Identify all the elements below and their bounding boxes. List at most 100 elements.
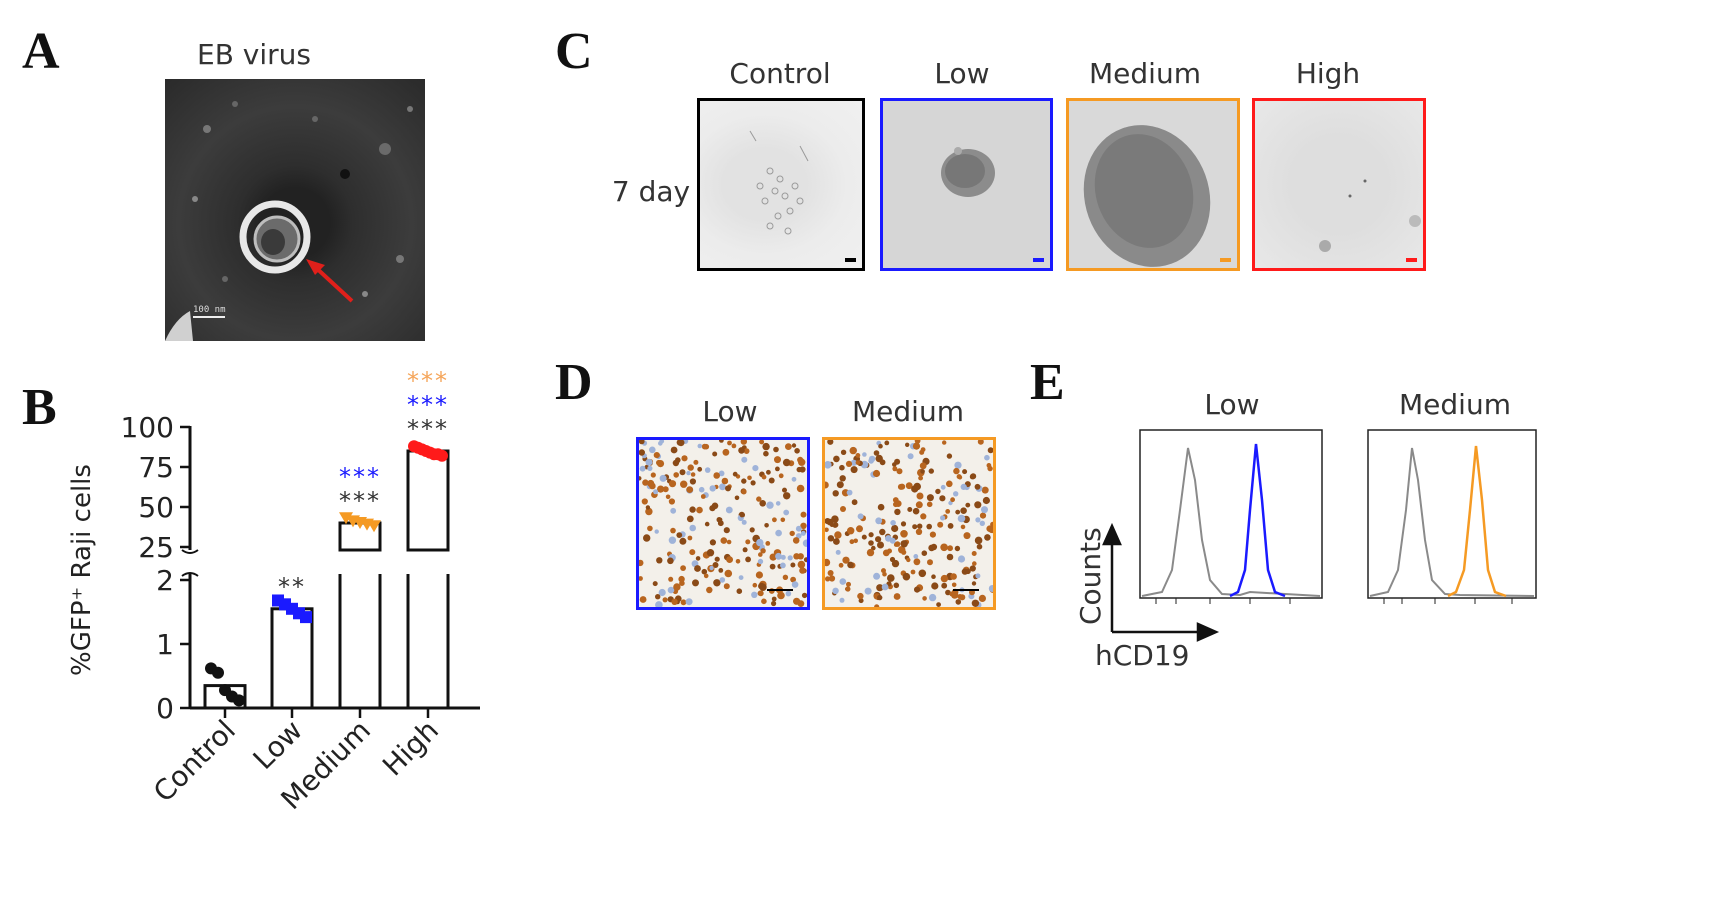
em-scale-label: 100 nm [193, 305, 226, 315]
ihc-negative-cell [862, 452, 867, 457]
ihc-negative-cell [697, 443, 703, 449]
ihc-positive-cell [760, 548, 766, 554]
ihc-positive-cell [645, 507, 653, 516]
ihc-negative-cell [741, 456, 748, 463]
ihc-positive-cell [726, 539, 732, 545]
ihc-negative-cell [875, 517, 883, 525]
ihc-negative-cell [704, 467, 711, 473]
ihc-positive-cell [876, 584, 884, 592]
debris-drawing [1319, 179, 1421, 252]
ihc-positive-cell [825, 576, 831, 582]
ihc-negative-cell [885, 535, 892, 542]
ihc-positive-cell [747, 475, 752, 481]
ihc-positive-cell [987, 447, 993, 454]
ihc-positive-cell [858, 598, 864, 604]
ihc-positive-cell [918, 569, 927, 578]
ihc-positive-cell [853, 538, 858, 544]
ihc-positive-cell [758, 552, 763, 557]
ihc-positive-cell [840, 449, 847, 455]
ihc-positive-cell [769, 563, 776, 570]
ihc-positive-cell [884, 440, 890, 446]
counts-label: Counts [1074, 527, 1107, 625]
ihc-positive-cell [723, 583, 730, 590]
ihc-positive-cell [734, 495, 740, 501]
ihc-positive-cell [921, 550, 928, 556]
ihc-positive-cell [706, 549, 715, 557]
ihc-positive-cell [893, 582, 900, 589]
ihc-positive-cell [868, 532, 874, 538]
ihc-positive-cell [772, 517, 777, 523]
ihc-positive-cell [782, 458, 791, 467]
ihc-positive-cell [947, 523, 954, 529]
ihc-positive-cell [979, 512, 987, 519]
ihc-positive-cell [972, 561, 977, 566]
ihc-positive-cell [773, 446, 779, 453]
significance-high: *** [407, 415, 449, 443]
ihc-positive-cell [915, 528, 923, 535]
ihc-positive-cell [913, 558, 921, 566]
ihc-positive-cell [834, 531, 842, 539]
ihc-positive-cell [739, 512, 745, 518]
ihc-positive-cell [846, 581, 851, 587]
ihc-positive-cell [902, 572, 911, 581]
y-tick-label-2: 2 [156, 564, 174, 597]
ihc-positive-cell [656, 557, 663, 564]
ihc-positive-cell [894, 508, 901, 516]
ihc-positive-cell [825, 481, 829, 489]
ihc-positive-cell [639, 440, 645, 445]
ihc-positive-cell [672, 459, 680, 467]
ihc-positive-cell [935, 488, 941, 495]
ihc-negative-cell [653, 489, 659, 495]
ihc-negative-cell [948, 500, 953, 506]
ihc-positive-cell [761, 598, 767, 605]
ihc-positive-cell [712, 562, 719, 568]
ihc-negative-cell [839, 578, 847, 585]
ihc-positive-cell [875, 536, 882, 543]
ihc-positive-cell [877, 541, 884, 549]
ihc-positive-cell [928, 544, 935, 552]
y-tick-label-75: 75 [138, 451, 174, 484]
ihc-negative-cell [780, 554, 786, 560]
ihc-positive-cell [974, 483, 981, 490]
ihc-positive-cell [761, 474, 767, 480]
ihc-positive-cell [915, 501, 923, 509]
ihc-positive-cell [873, 450, 880, 456]
ihc-positive-cell [796, 484, 805, 493]
ihc-negative-cell [839, 597, 845, 603]
ihc-positive-cell [871, 545, 876, 551]
significance-low: ** [278, 573, 306, 601]
ihc-negative-cell [868, 455, 876, 463]
x-label-high: High [376, 714, 445, 783]
ihc-negative-cell [719, 577, 726, 583]
scale-bar-high [1406, 258, 1417, 262]
ihc-positive-cell [794, 448, 800, 454]
ihc-positive-cell [955, 599, 962, 605]
ihc-positive-cell [978, 594, 986, 602]
ihc-positive-cell [940, 543, 948, 552]
panel-c-image-high [1252, 98, 1426, 271]
ihc-positive-cell [838, 562, 844, 568]
ihc-positive-cell [842, 556, 850, 564]
ihc-negative-cell [907, 453, 914, 460]
ihc-positive-cell [667, 557, 674, 565]
ihc-positive-cell [732, 471, 738, 477]
ihc-negative-cell [873, 572, 881, 580]
ihc-positive-cell [868, 540, 874, 546]
ihc-positive-cell [673, 583, 681, 591]
ihc-negative-cell [957, 555, 966, 563]
y-tick-label-50: 50 [138, 491, 174, 524]
panel-c-row-label: 7 day [611, 175, 691, 208]
ihc-positive-cell [896, 468, 903, 475]
ihc-positive-cell [643, 534, 651, 542]
ihc-negative-cell [864, 587, 872, 595]
ihc-positive-cell [713, 579, 721, 587]
ihc-positive-cell [709, 505, 716, 512]
ihc-positive-cell [913, 482, 921, 491]
ihc-positive-cell [736, 588, 743, 594]
y-tick-label-25: 25 [138, 531, 174, 564]
panel-e-label-medium: Medium [1399, 388, 1511, 421]
ihc-positive-cell [901, 549, 907, 555]
ihc-positive-cell [946, 553, 954, 561]
ihc-negative-cell [857, 513, 864, 520]
